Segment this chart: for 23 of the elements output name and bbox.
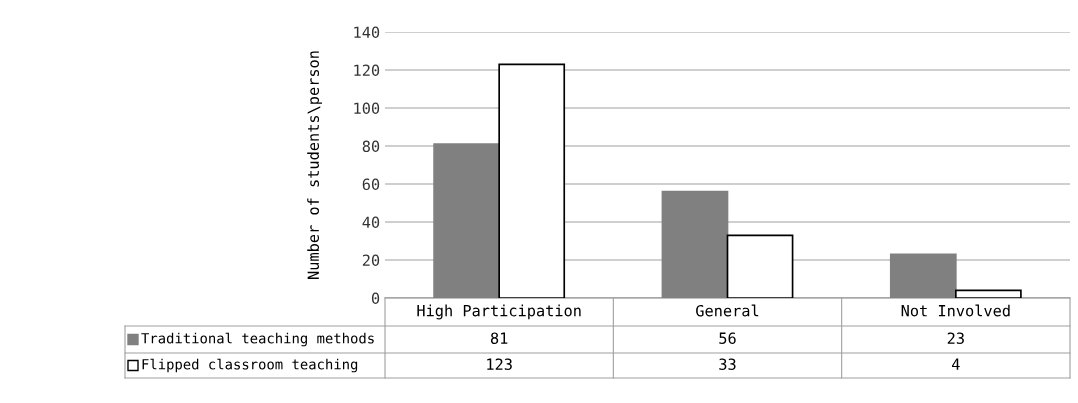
data-label: 4	[952, 358, 960, 370]
x-tick-label: General	[696, 304, 759, 317]
y-tick-label: 120	[354, 64, 380, 77]
y-tick-label: 60	[362, 178, 380, 191]
data-label: 23	[947, 332, 964, 344]
y-axis-title: Number of students\person	[307, 51, 322, 279]
y-tick-label: 140	[354, 26, 380, 39]
y-tick-label: 40	[362, 216, 380, 229]
data-label: 81	[490, 332, 508, 344]
data-label: 33	[719, 358, 736, 370]
y-tick-label: 100	[354, 102, 380, 115]
bar	[954, 289, 1022, 298]
x-tick-label: High Participation	[417, 304, 581, 320]
x-tick-label: Not Involved	[901, 304, 1010, 317]
bar	[498, 63, 566, 298]
y-tick-label: 20	[362, 254, 380, 267]
y-tick-label: 80	[362, 140, 380, 153]
legend-label: Flipped classroom teaching	[142, 358, 358, 373]
y-tick-label: 0	[371, 292, 380, 305]
bar	[726, 234, 794, 298]
legend-label: Traditional teaching methods	[141, 332, 374, 347]
data-label: 123	[487, 358, 512, 370]
data-label: 56	[719, 332, 736, 344]
